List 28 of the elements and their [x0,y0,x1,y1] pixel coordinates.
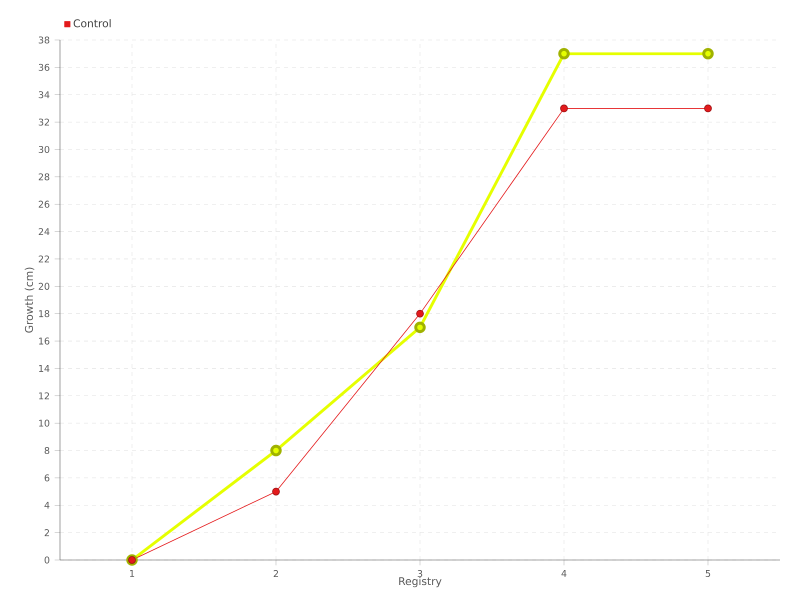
y-tick-label: 10 [39,420,50,427]
y-tick-label: 30 [38,146,50,153]
y-tick-label: 28 [38,173,50,180]
y-tick-label: 0 [44,556,50,564]
y-tick-label: 26 [38,200,50,208]
y-tick-label: 6 [44,474,50,482]
x-tick-label: 3 [418,570,422,578]
y-axis-title: Growth (cm) [24,268,34,333]
y-tick-label: 16 [39,338,50,345]
y-tick-label: 36 [38,64,50,71]
x-tick-label: 5 [706,570,710,577]
y-tick-label: 8 [44,447,50,454]
y-tick-label: 4 [44,502,50,509]
y-tick-label: 18 [39,310,50,318]
y-tick-label: 24 [38,228,50,236]
y-tick-label: 12 [39,392,50,400]
y-tick-label: 34 [38,91,50,98]
y-tick-label: 2 [44,529,50,536]
y-tick-label: 20 [38,282,50,290]
y-tick-label: 14 [39,365,50,372]
y-tick-label: 32 [38,118,50,126]
y-tick-label: 38 [38,36,50,44]
x-tick-label: 2 [274,570,278,577]
y-tick-label: 22 [38,255,50,262]
legend-label: Control [74,19,111,28]
x-tick-label: 1 [130,570,134,577]
x-axis-title: Registry [399,576,442,588]
x-tick-label: 4 [561,570,566,577]
